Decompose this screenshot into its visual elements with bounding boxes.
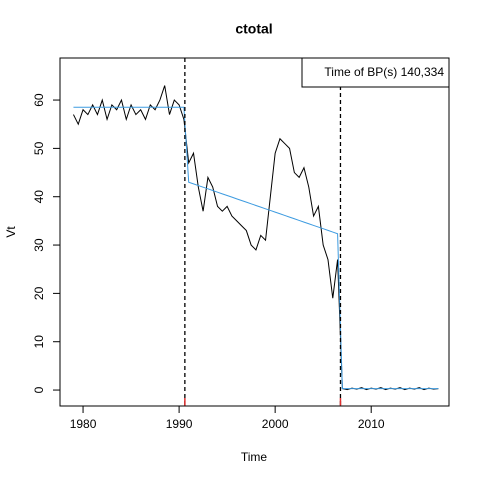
x-axis-label: Time: [241, 450, 268, 464]
y-tick-label: 30: [32, 238, 46, 252]
x-tick-label: 2000: [262, 417, 289, 431]
y-axis-label: Vt: [4, 226, 18, 238]
x-tick-label: 1980: [70, 417, 97, 431]
plot-frame: [59, 57, 450, 407]
chart-title: ctotal: [235, 21, 272, 37]
y-tick-label: 60: [32, 93, 46, 107]
x-tick-label: 2010: [358, 417, 385, 431]
legend-text: Time of BP(s) 140,334: [324, 65, 444, 79]
series-line: [73, 106, 439, 390]
y-tick-label: 20: [32, 286, 46, 300]
series-line: [72, 85, 439, 391]
x-tick-label: 1990: [166, 417, 193, 431]
legend-box: [301, 57, 450, 88]
y-tick-label: 50: [32, 141, 46, 155]
y-tick-label: 0: [32, 386, 46, 393]
y-tick-label: 40: [32, 190, 46, 204]
y-tick-label: 10: [32, 335, 46, 349]
